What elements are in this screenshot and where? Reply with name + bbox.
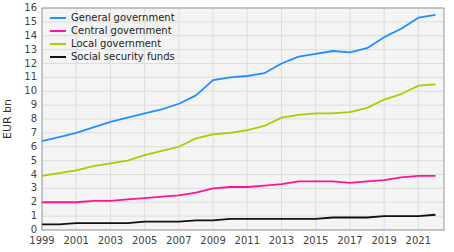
x-tick-label: 2003 (98, 235, 123, 246)
legend-label: General government (71, 12, 175, 23)
series-line (42, 84, 435, 176)
plot-area (42, 8, 444, 230)
y-tick-label: 2 (31, 196, 37, 207)
x-tick-label: 2007 (166, 235, 191, 246)
y-tick-label: 1 (31, 210, 37, 221)
y-tick-label: 3 (31, 182, 37, 193)
grid-line-x (247, 8, 248, 230)
grid (42, 8, 444, 230)
y-tick-label: 0 (31, 224, 37, 235)
grid-line-x (213, 8, 214, 230)
lines (42, 15, 435, 225)
y-tick-label: 9 (31, 99, 37, 110)
y-tick-label: 7 (31, 127, 37, 138)
legend-swatch (50, 56, 66, 58)
x-tick-label: 1999 (29, 235, 54, 246)
x-tick-label: 2005 (132, 235, 157, 246)
series-line (42, 176, 435, 202)
y-tick-label: 8 (31, 113, 37, 124)
plot-frame (42, 8, 444, 230)
legend-swatch (50, 30, 66, 32)
grid-line-x (349, 8, 350, 230)
legend-label: Central government (71, 25, 172, 36)
series-line (42, 15, 435, 141)
y-tick-label: 14 (24, 30, 37, 41)
x-tick-label: 2017 (337, 235, 362, 246)
y-tick-label: 13 (24, 44, 37, 55)
legend-swatch (50, 17, 66, 19)
y-tick-label: 15 (24, 16, 37, 27)
grid-line-x (281, 8, 282, 230)
legend-label: Social security funds (71, 51, 175, 62)
y-tick-label: 5 (31, 155, 37, 166)
x-tick-label: 2013 (269, 235, 294, 246)
y-axis-label: EUR bn (1, 99, 14, 139)
y-tick-label: 6 (31, 141, 37, 152)
grid-line-x (178, 8, 179, 230)
x-tick-label: 2019 (371, 235, 396, 246)
legend-swatch (50, 43, 66, 45)
x-tick-label: 2015 (303, 235, 328, 246)
chart: 0123456789101112131415161999200120032005… (0, 0, 454, 252)
x-tick-label: 2001 (63, 235, 88, 246)
x-tick-label: 2011 (235, 235, 260, 246)
grid-line-x (418, 8, 419, 230)
grid-line-x (384, 8, 385, 230)
x-tick-label: 2009 (200, 235, 225, 246)
y-tick-label: 10 (24, 85, 37, 96)
legend-label: Local government (71, 38, 161, 49)
y-tick-label: 12 (24, 58, 37, 69)
y-tick-label: 11 (24, 71, 37, 82)
x-tick-label: 2021 (406, 235, 431, 246)
y-tick-label: 16 (24, 2, 37, 13)
grid-line-x (315, 8, 316, 230)
legend: General government Central government Loca… (50, 12, 175, 62)
y-tick-label: 4 (31, 169, 37, 180)
series-line (42, 215, 435, 225)
